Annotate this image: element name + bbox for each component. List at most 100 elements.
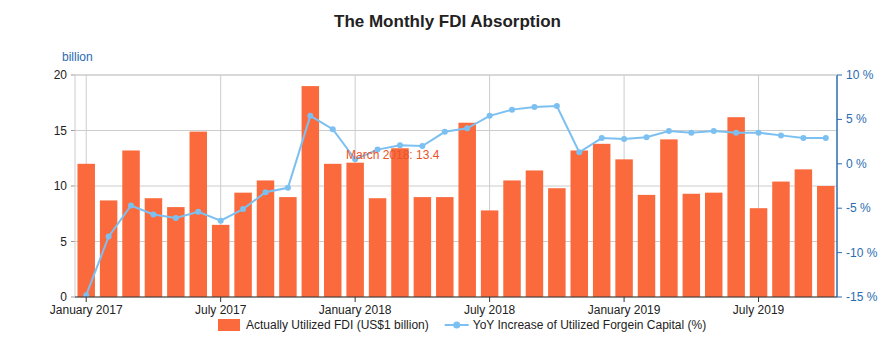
marker: [240, 206, 246, 212]
x-tick-label: January 2019: [588, 303, 661, 317]
bar: [638, 195, 655, 297]
bar: [279, 197, 296, 297]
marker: [823, 135, 829, 141]
y2-tick-label: 0 %: [846, 157, 867, 171]
bar: [705, 193, 722, 297]
tick: [837, 252, 842, 253]
bar: [234, 193, 251, 297]
tick: [71, 297, 75, 298]
marker: [150, 211, 156, 217]
y-tick-label: 10: [54, 179, 68, 193]
marker: [711, 128, 717, 134]
x-axis-line: [75, 297, 837, 298]
tick: [71, 75, 75, 76]
tick: [489, 297, 490, 302]
legend-label: Actually Utilized FDI (US$1 billion): [246, 318, 429, 332]
x-tick-label: January 2018: [319, 303, 392, 317]
y2-tick-label: 10 %: [846, 68, 874, 82]
marker: [778, 132, 784, 138]
bar: [481, 210, 498, 297]
tick: [758, 297, 759, 302]
grid-line: [75, 241, 837, 242]
bar: [750, 208, 767, 297]
y-tick-label: 5: [60, 235, 67, 249]
bar: [683, 194, 700, 297]
plot-area: [77, 86, 834, 297]
marker: [554, 103, 560, 109]
marker: [756, 130, 762, 136]
marker: [128, 203, 134, 209]
tick: [71, 186, 75, 187]
bar: [346, 163, 363, 297]
marker: [621, 136, 627, 142]
bar: [571, 150, 588, 297]
bar: [660, 139, 677, 297]
bar: [817, 186, 834, 297]
bar: [772, 182, 789, 297]
grid-line: [75, 75, 837, 76]
marker: [330, 126, 336, 132]
bar: [593, 144, 610, 297]
tick: [624, 297, 625, 302]
marker: [218, 218, 224, 224]
tick: [86, 297, 87, 302]
y2-axis-line: [836, 75, 838, 297]
bar: [167, 207, 184, 297]
bar: [391, 148, 408, 297]
y-tick-label: 20: [54, 68, 68, 82]
marker: [599, 135, 605, 141]
title: The Monthly FDI Absorption: [334, 12, 561, 31]
tick: [837, 297, 842, 298]
bar: [795, 169, 812, 297]
bar: [727, 117, 744, 297]
marker: [307, 113, 313, 119]
bar: [615, 159, 632, 297]
tick: [355, 297, 356, 302]
marker: [509, 107, 515, 113]
x-tick-label: July 2018: [464, 303, 516, 317]
bar: [369, 198, 386, 297]
tick: [71, 130, 75, 131]
marker: [800, 135, 806, 141]
tick: [220, 297, 221, 302]
marker: [83, 292, 89, 297]
marker: [733, 130, 739, 136]
y2-tick-label: -10 %: [846, 246, 878, 260]
bar: [302, 86, 319, 297]
bar: [100, 200, 117, 297]
y-axis-line: [75, 75, 76, 297]
bar: [503, 180, 520, 297]
legend-label: YoY Increase of Utilized Forgein Capital…: [473, 318, 706, 332]
marker: [464, 125, 470, 131]
bar: [548, 188, 565, 297]
y-tick-label: 15: [54, 124, 68, 138]
annotation: March 2018: 13.4: [346, 148, 440, 162]
legend-swatch: [218, 319, 240, 331]
marker: [531, 104, 537, 110]
grid-line: [75, 186, 837, 187]
bar: [324, 164, 341, 297]
x-tick-label: January 2017: [50, 303, 123, 317]
frame-top: [75, 75, 837, 76]
line: [86, 106, 826, 295]
y2-tick-label: -15 %: [846, 290, 878, 304]
x-tick-label: July 2019: [733, 303, 785, 317]
marker: [688, 130, 694, 136]
marker: [263, 189, 269, 195]
tick: [837, 119, 842, 120]
y2-tick-label: -5 %: [846, 201, 871, 215]
y-axis-label: billion: [62, 50, 93, 64]
marker: [195, 209, 201, 215]
legend-swatch: [453, 322, 460, 329]
bar: [212, 225, 229, 297]
bar: [458, 123, 475, 297]
marker: [173, 215, 179, 221]
x-tick-label: July 2017: [195, 303, 247, 317]
bar: [122, 150, 139, 297]
marker: [576, 149, 582, 155]
tick: [837, 75, 842, 76]
marker: [666, 128, 672, 134]
y-tick-label: 0: [60, 290, 67, 304]
y2-tick-label: 5 %: [846, 112, 867, 126]
grid-line: [75, 297, 837, 298]
